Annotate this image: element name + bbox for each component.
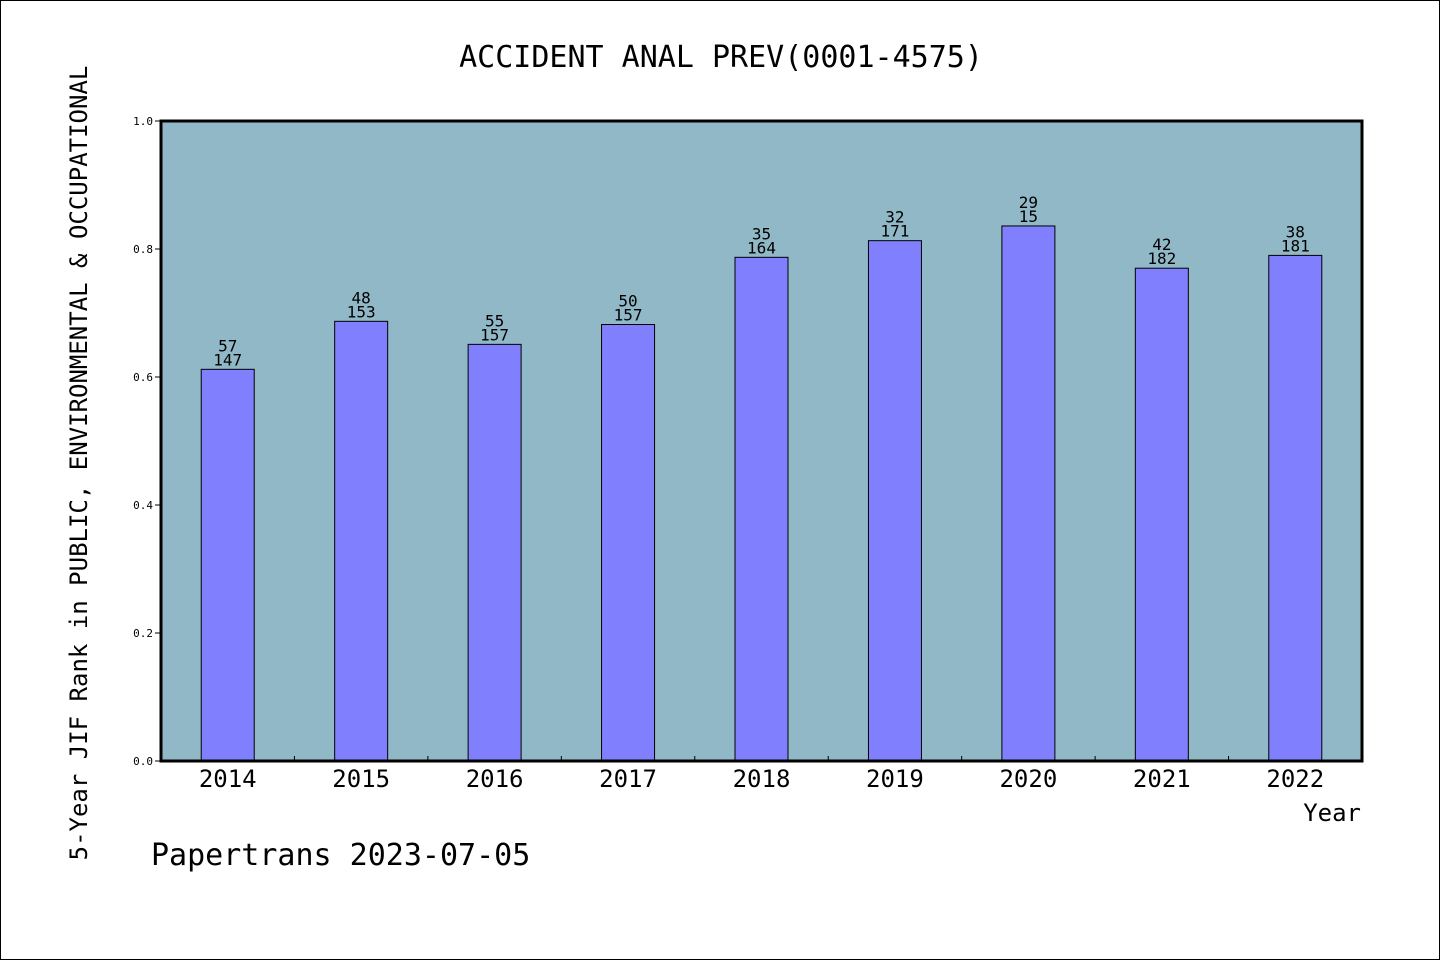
x-tick-label: 2016	[466, 765, 524, 793]
y-axis-label: 5-Year JIF Rank in PUBLIC, ENVIRONMENTAL…	[65, 66, 93, 861]
bar-total-label: 15	[1019, 207, 1038, 226]
y-tick-label: 0.2	[133, 627, 153, 640]
bar-total-label: 182	[1147, 249, 1176, 268]
bar	[734, 256, 789, 762]
x-tick-label: 2019	[866, 765, 924, 793]
x-tick-label: 2018	[733, 765, 791, 793]
y-tick-label: 0.0	[133, 755, 153, 768]
bar-rank-label: 42	[1152, 235, 1171, 254]
plot-area: 0.00.20.40.60.81.05714720144815320155515…	[133, 115, 1364, 793]
bar-total-label: 157	[480, 325, 509, 344]
bar	[1134, 267, 1189, 762]
x-tick-label: 2021	[1133, 765, 1191, 793]
y-tick-label: 0.6	[133, 371, 153, 384]
bar-rank-label: 29	[1019, 193, 1038, 212]
bar	[1268, 254, 1323, 762]
plot-frame	[159, 119, 1364, 763]
x-tick-label: 2014	[199, 765, 257, 793]
bar	[334, 320, 389, 762]
y-tick-label: 0.8	[133, 243, 153, 256]
bar-total-label: 147	[213, 350, 242, 369]
bar-rank-label: 50	[618, 292, 637, 311]
bar-total-label: 164	[747, 238, 776, 257]
bar	[1001, 225, 1056, 762]
chart-title: ACCIDENT ANAL PREV(0001-4575)	[459, 40, 983, 75]
bar-rank-label: 57	[218, 336, 237, 355]
footer-credit: Papertrans 2023-07-05	[151, 838, 530, 873]
bar-total-label: 153	[347, 302, 376, 321]
y-tick-label: 0.4	[133, 499, 153, 512]
bar	[200, 368, 255, 762]
bar-total-label: 171	[880, 222, 909, 241]
bar-rank-label: 32	[885, 208, 904, 227]
x-axis-label: Year	[1303, 799, 1361, 827]
bar-rank-label: 48	[352, 288, 371, 307]
x-tick-label: 2017	[599, 765, 657, 793]
bar	[867, 240, 922, 762]
x-tick-label: 2015	[332, 765, 390, 793]
bar-total-label: 181	[1281, 236, 1310, 255]
x-tick-label: 2020	[999, 765, 1057, 793]
bar-rank-label: 38	[1286, 222, 1305, 241]
bar-rank-label: 55	[485, 311, 504, 330]
y-tick-label: 1.0	[133, 115, 153, 128]
x-tick-label: 2022	[1266, 765, 1324, 793]
bar	[467, 343, 522, 762]
bar-total-label: 157	[614, 306, 643, 325]
bar-rank-label: 35	[752, 224, 771, 243]
bar	[601, 324, 656, 762]
